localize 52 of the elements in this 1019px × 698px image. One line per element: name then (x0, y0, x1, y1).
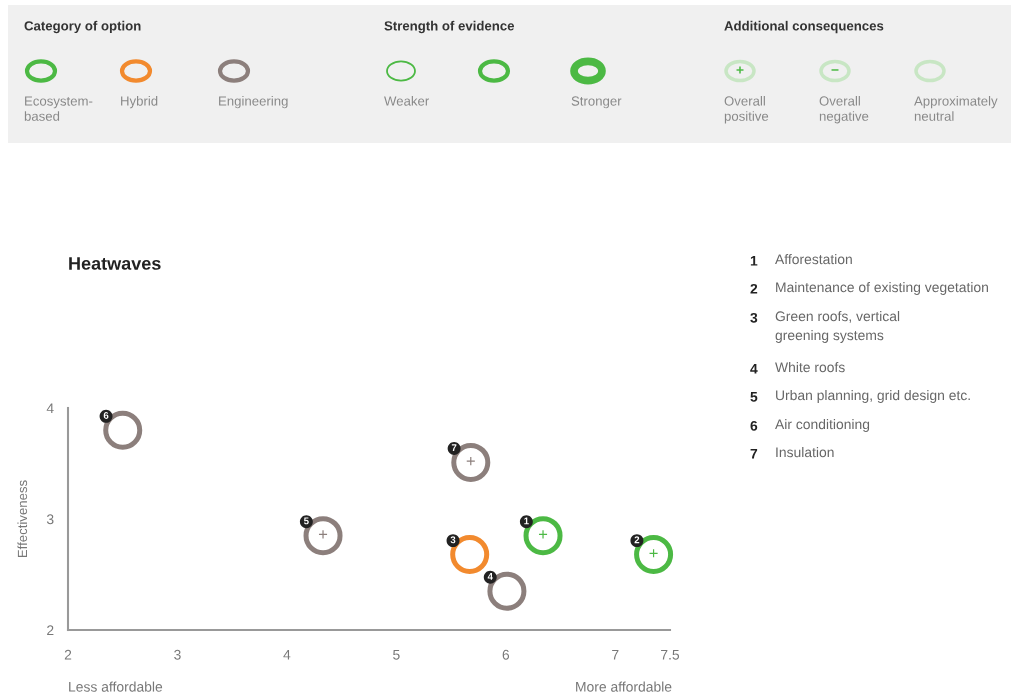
annotation: 6 (103, 412, 109, 419)
annotation: 1 (524, 517, 529, 525)
text: 2 (750, 283, 758, 294)
y-tick-label: 4 (46, 403, 54, 414)
annotation: + (649, 549, 658, 558)
text: 6 (750, 420, 758, 431)
text: Afforestation (775, 254, 852, 265)
text: Urban planning, grid design etc. (776, 390, 970, 403)
text: White roofs (775, 362, 845, 373)
x-tick-label: 7 (612, 649, 619, 660)
text: 7 (750, 449, 758, 459)
text: Engineering (219, 96, 288, 109)
text: Stronger (571, 96, 622, 109)
text: Additional consequences (724, 20, 884, 34)
y-tick-label: 3 (46, 514, 54, 525)
x-tick-label: 2 (64, 649, 72, 660)
text: Overall negative (819, 96, 869, 124)
x-tick-label: 5 (393, 649, 400, 660)
text: + (736, 66, 744, 74)
text: Approximately neutral (914, 96, 998, 121)
y-axis-title: Effectiveness (17, 480, 28, 558)
text: Green roofs, vertical greening systems (775, 311, 900, 343)
text: Strength of evidence (384, 20, 515, 34)
x-tick-label: 3 (174, 649, 181, 660)
x-tick-label: 4 (283, 649, 291, 660)
annotation: 3 (450, 536, 456, 544)
x-tick-label: 7.5 (661, 649, 680, 660)
text: 4 (750, 364, 758, 374)
x-tick-label: 6 (502, 649, 510, 660)
annotation: 4 (487, 573, 493, 580)
text: Less affordable (69, 681, 163, 692)
text: Category of option (24, 20, 141, 34)
text: − (831, 69, 839, 71)
text: 3 (750, 312, 758, 323)
text: More affordable (576, 681, 672, 692)
annotation: + (466, 457, 475, 466)
text: Ecosystem- based (24, 96, 93, 121)
text: 1 (750, 256, 758, 266)
annotation: 5 (303, 517, 309, 525)
text: Insulation (776, 447, 834, 458)
chart-title: Heatwaves (69, 257, 161, 270)
annotation: + (318, 530, 328, 539)
text: Air conditioning (775, 419, 870, 432)
text: Weaker (384, 96, 430, 106)
y-tick-label: 2 (47, 625, 54, 636)
text: Maintenance of existing vegetation (776, 282, 988, 295)
text: Hybrid (121, 96, 158, 109)
text: 5 (750, 392, 758, 402)
annotation: 2 (634, 536, 640, 544)
annotation: + (538, 530, 548, 539)
annotation: 7 (451, 444, 457, 452)
text: Overall positive (724, 96, 769, 124)
